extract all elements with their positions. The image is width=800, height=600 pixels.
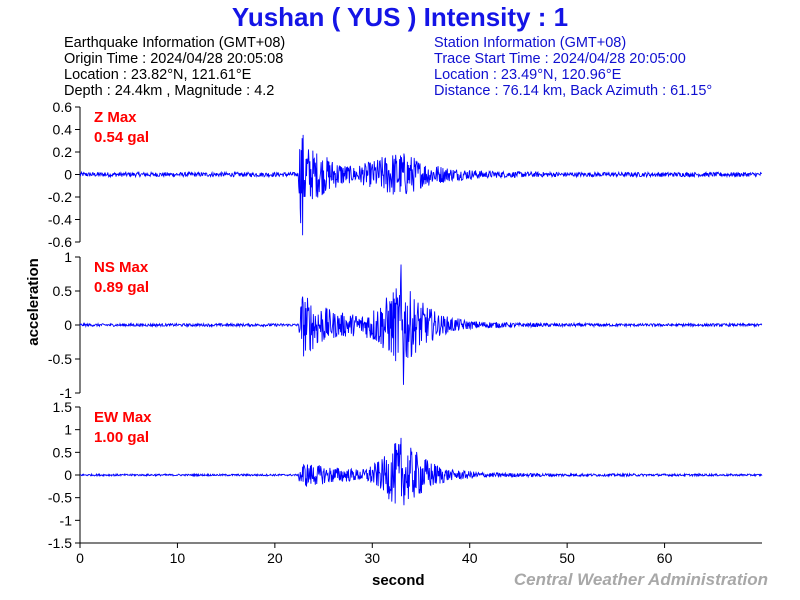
- station-location: Location : 23.49°N, 120.96°E: [434, 67, 622, 83]
- depth-magnitude: Depth : 24.4km , Magnitude : 4.2: [64, 83, 275, 99]
- x-tick-label: 20: [267, 550, 283, 566]
- y-tick-label: 0.5: [53, 444, 73, 460]
- y-tick-label: 1.5: [53, 399, 73, 415]
- component-max-value: 0.89 gal: [94, 279, 149, 296]
- station-info: Station Information (GMT+08) Trace Start…: [434, 35, 712, 99]
- station-distance: Distance : 76.14 km, Back Azimuth : 61.1…: [434, 83, 713, 99]
- y-tick-label: -0.6: [48, 234, 72, 250]
- component-max-value: 1.00 gal: [94, 429, 149, 446]
- x-tick-label: 60: [657, 550, 673, 566]
- x-tick-label: 10: [170, 550, 186, 566]
- y-tick-label: 0: [64, 467, 72, 483]
- x-tick-label: 30: [364, 550, 380, 566]
- y-tick-label: 0: [64, 317, 72, 333]
- y-tick-label: 0.4: [53, 122, 73, 138]
- component-name-label: EW Max: [94, 409, 152, 426]
- origin-time: Origin Time : 2024/04/28 20:05:08: [64, 51, 284, 67]
- x-tick-label: 0: [76, 550, 84, 566]
- agency-credit: Central Weather Administration: [513, 570, 768, 589]
- trace-ew: [79, 437, 763, 506]
- y-tick-label: -0.5: [48, 490, 72, 506]
- panel-2: 1.5 1 0.5 0 -0.5 -1 -1.5 EW Max 1.00 gal: [48, 399, 763, 551]
- x-tick-label: 40: [462, 550, 478, 566]
- epicenter-location: Location : 23.82°N, 121.61°E: [64, 67, 252, 83]
- x-tick-label: 50: [559, 550, 575, 566]
- trace-ns: [79, 264, 763, 385]
- component-name-label: Z Max: [94, 109, 137, 126]
- chart-title: Yushan ( YUS ) Intensity : 1: [231, 2, 569, 32]
- y-tick-label: 1: [64, 422, 72, 438]
- y-axis-label: acceleration: [25, 258, 42, 346]
- x-axis-label: second: [372, 572, 425, 589]
- earthquake-info: Earthquake Information (GMT+08) Origin T…: [64, 35, 285, 99]
- component-max-value: 0.54 gal: [94, 129, 149, 146]
- station-info-heading: Station Information (GMT+08): [434, 35, 627, 51]
- panel-0: 0.6 0.4 0.2 0 -0.2 -0.4 -0.6 Z Max 0.54 gal: [48, 99, 763, 250]
- panel-1: 1 0.5 0 -0.5 -1 NS Max 0.89 gal: [48, 249, 763, 401]
- trace-start-time: Trace Start Time : 2024/04/28 20:05:00: [434, 51, 686, 67]
- y-tick-label: 0: [64, 167, 72, 183]
- y-tick-label: -1: [60, 385, 73, 401]
- y-tick-label: -0.4: [48, 212, 72, 228]
- y-tick-label: -1.5: [48, 535, 72, 551]
- y-tick-label: 0.2: [53, 144, 73, 160]
- earthquake-info-heading: Earthquake Information (GMT+08): [64, 35, 286, 51]
- y-tick-label: 1: [64, 249, 72, 265]
- trace-z: [79, 134, 763, 236]
- y-tick-label: -1: [60, 512, 73, 528]
- y-tick-label: -0.2: [48, 189, 72, 205]
- y-tick-label: -0.5: [48, 351, 72, 367]
- y-tick-label: 0.5: [53, 283, 73, 299]
- component-name-label: NS Max: [94, 259, 149, 276]
- y-tick-label: 0.6: [53, 99, 73, 115]
